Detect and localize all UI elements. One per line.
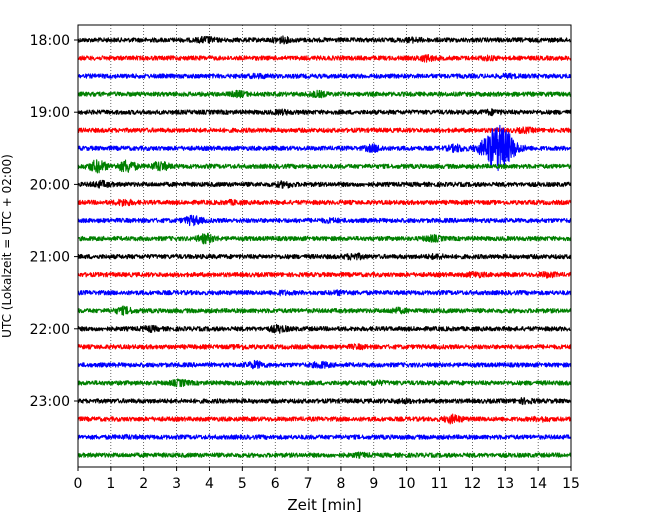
x-tick-label: 1 xyxy=(106,476,115,492)
y-axis-label: UTC (Lokalzeit = UTC + 02:00) xyxy=(0,154,14,338)
y-axis: 18:00 19:00 20:00 21:00 22:00 23:00 xyxy=(30,33,78,410)
x-tick-label: 5 xyxy=(238,476,247,492)
seismic-trace xyxy=(77,305,572,316)
seismic-trace xyxy=(77,270,572,279)
seismic-trace xyxy=(77,126,572,135)
seismic-trace xyxy=(77,252,572,261)
seismic-trace xyxy=(77,397,572,406)
seismic-trace xyxy=(77,124,572,172)
x-tick-label: 13 xyxy=(496,476,514,492)
x-tick-label: 4 xyxy=(205,476,214,492)
seismic-trace xyxy=(77,289,572,297)
seismic-trace xyxy=(77,451,572,459)
seismic-trace xyxy=(77,72,572,80)
x-tick-label: 6 xyxy=(271,476,280,492)
seismic-trace xyxy=(77,159,572,174)
x-tick-label: 3 xyxy=(172,476,181,492)
x-tick-label: 2 xyxy=(139,476,148,492)
seismic-trace xyxy=(77,214,572,227)
x-tick-label: 7 xyxy=(304,476,313,492)
x-tick-label: 14 xyxy=(529,476,547,492)
y-tick-label: 21:00 xyxy=(30,250,70,266)
seismic-trace xyxy=(77,343,572,351)
seismic-trace xyxy=(77,198,572,207)
seismic-trace xyxy=(77,89,572,99)
seismic-trace xyxy=(77,413,572,425)
x-tick-label: 15 xyxy=(562,476,580,492)
y-tick-label: 19:00 xyxy=(30,105,70,121)
x-axis-label: Zeit [min] xyxy=(287,496,361,514)
seismic-trace xyxy=(77,323,572,334)
seismic-trace xyxy=(77,359,572,370)
y-tick-label: 23:00 xyxy=(30,394,70,410)
seismic-trace xyxy=(77,378,572,388)
y-tick-label: 20:00 xyxy=(30,177,70,193)
x-tick-label: 10 xyxy=(398,476,416,492)
x-tick-label: 0 xyxy=(74,476,83,492)
x-tick-label: 8 xyxy=(336,476,345,492)
plot-frame xyxy=(77,24,572,468)
trace-layer xyxy=(77,35,572,459)
x-tick-label: 11 xyxy=(431,476,449,492)
seismic-trace xyxy=(77,179,572,189)
seismic-trace xyxy=(77,35,572,45)
seismic-trace xyxy=(77,433,572,440)
y-tick-label: 18:00 xyxy=(30,33,70,49)
x-tick-label: 9 xyxy=(369,476,378,492)
seismic-trace xyxy=(77,53,572,63)
seismic-trace xyxy=(77,232,572,245)
x-axis: 0 1 2 3 4 5 6 7 8 9 10 11 12 13 14 15 xyxy=(74,467,580,492)
x-tick-label: 12 xyxy=(463,476,481,492)
seismic-trace xyxy=(77,108,572,117)
y-tick-label: 22:00 xyxy=(30,322,70,338)
